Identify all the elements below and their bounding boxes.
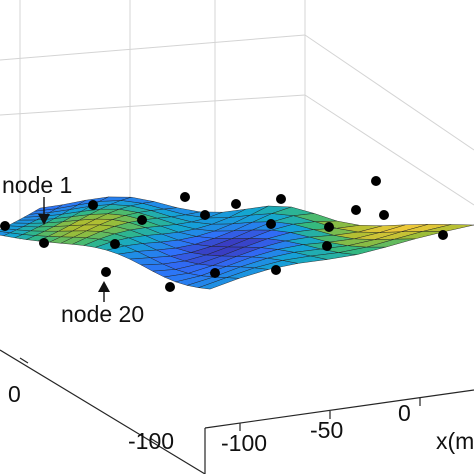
y-tick-mark (19, 357, 29, 364)
sensor-node-marker (231, 199, 241, 209)
sensor-node-marker (101, 267, 111, 277)
y-tick-label: 0 (8, 381, 21, 407)
node-20-arrow (98, 281, 110, 302)
sensor-node-marker (200, 210, 210, 220)
sensor-node-marker (276, 194, 286, 204)
sensor-node-marker (110, 239, 120, 249)
grid-line (0, 94, 306, 116)
x-tick-label: 0 (398, 400, 411, 426)
y-tick-mark (149, 437, 159, 444)
sensor-node-marker (322, 241, 332, 251)
surface-mesh (0, 196, 474, 290)
grid-line (304, 34, 474, 151)
x-axis-label: x(m) (436, 428, 474, 454)
y-axis-line (0, 349, 206, 474)
sensor-node-marker (266, 219, 276, 229)
sensor-node-marker (137, 215, 147, 225)
sensor-node-marker (0, 221, 10, 231)
surface-patch (423, 224, 474, 232)
sensor-node-marker (438, 230, 448, 240)
node-1-label: node 1 (2, 172, 72, 198)
node-1-arrow (38, 197, 50, 225)
sensor-node-marker (39, 238, 49, 248)
grid-line (0, 34, 306, 61)
sensor-node-marker (180, 192, 190, 202)
node-20-label: node 20 (61, 301, 144, 327)
x-tick-label: -100 (221, 430, 267, 456)
axes-box (0, 349, 474, 474)
sensor-node-marker (88, 200, 98, 210)
axes-grid (0, 0, 474, 240)
x-axis-line (204, 389, 474, 429)
grid-line (304, 94, 474, 206)
sensor-node-marker (379, 210, 389, 220)
sensor-node-marker (165, 282, 175, 292)
sensor-node-marker (371, 176, 381, 186)
x-tick-label: -50 (310, 417, 343, 443)
sensor-node-marker (351, 205, 361, 215)
y-tick-label: -100 (128, 428, 174, 454)
sensor-node-marker (271, 265, 281, 275)
sensor-node-marker (210, 268, 220, 278)
sensor-node-marker (324, 222, 334, 232)
sensor-nodes (0, 176, 448, 292)
